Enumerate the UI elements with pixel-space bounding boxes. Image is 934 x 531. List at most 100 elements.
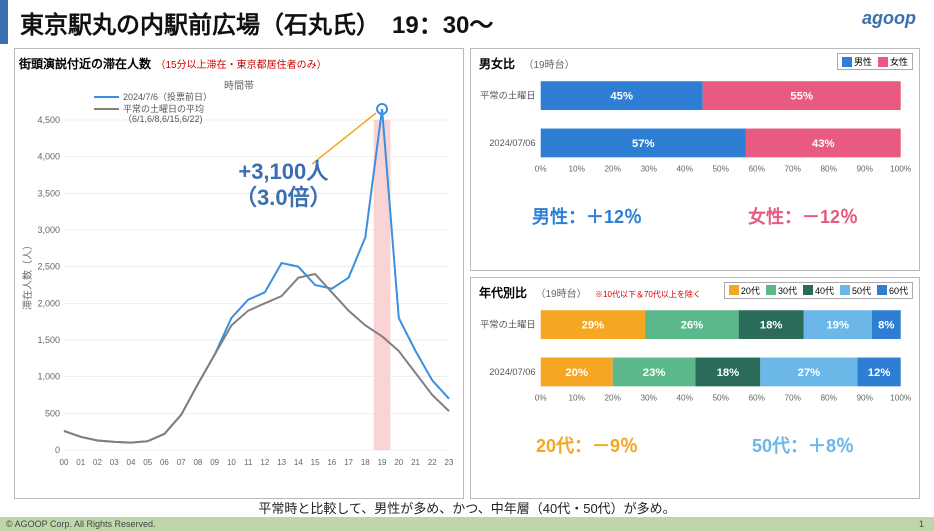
svg-text:30%: 30% [640,165,657,174]
svg-text:平常の土曜日: 平常の土曜日 [480,90,536,101]
gender-panel: 男女比 （19時台） 男性女性 平常の土曜日 45% 55% 2024/07/06 57… [470,48,920,271]
svg-text:19: 19 [378,458,387,467]
svg-text:18: 18 [361,458,370,467]
svg-text:20%: 20% [604,393,621,402]
svg-text:50%: 50% [712,165,729,174]
age-panel: 年代別比 （19時台） ※10代以下＆70代以上を除く 20代30代40代50代… [470,277,920,500]
svg-text:2024/7/6（投票前日）: 2024/7/6（投票前日） [123,91,212,102]
svg-text:60%: 60% [748,165,765,174]
svg-text:60%: 60% [748,393,765,402]
svg-text:14: 14 [294,458,303,467]
svg-text:70%: 70% [784,165,801,174]
svg-text:100%: 100% [890,393,911,402]
svg-text:06: 06 [160,458,169,467]
svg-text:平常の土曜日: 平常の土曜日 [480,318,536,329]
svg-text:04: 04 [127,458,136,467]
svg-text:57%: 57% [632,138,655,150]
footer: © AGOOP Corp. All Rights Reserved. 1 [0,517,934,531]
svg-text:15: 15 [311,458,320,467]
line-chart-panel: 街頭演説付近の滞在人数 （15分以上滞在・東京都居住者のみ） 05 00 1,000… [14,48,464,499]
svg-text:70%: 70% [784,393,801,402]
svg-text:4,000: 4,000 [37,152,60,162]
svg-text:20%: 20% [604,165,621,174]
svg-text:80%: 80% [820,165,837,174]
gender-title: 男女比 [479,57,515,71]
age-note: ※10代以下＆70代以上を除く [595,290,701,299]
age-summary: 20代：－9％50代：＋8％ [479,432,911,458]
svg-text:08: 08 [193,458,202,467]
svg-text:平常の土曜日の平均: 平常の土曜日の平均 [123,103,204,114]
svg-text:13: 13 [277,458,286,467]
svg-text:50%: 50% [712,393,729,402]
svg-text:27%: 27% [798,367,821,379]
svg-text:55%: 55% [790,91,813,103]
svg-text:43%: 43% [812,138,835,150]
svg-text:11: 11 [244,458,253,467]
svg-text:00: 00 [60,458,69,467]
svg-text:12%: 12% [868,367,891,379]
main-content: 街頭演説付近の滞在人数 （15分以上滞在・東京都居住者のみ） 05 00 1,000… [14,48,920,499]
svg-text:（6/1,6/8,6/15,6/22): （6/1,6/8,6/15,6/22) [123,114,203,124]
svg-text:4,500: 4,500 [37,115,60,125]
svg-text:02: 02 [93,458,102,467]
svg-text:100%: 100% [890,165,911,174]
svg-text:3,500: 3,500 [37,188,60,198]
svg-text:0%: 0% [535,165,548,174]
gender-legend: 男性女性 [837,53,913,70]
caption: 平常時と比較して、男性が多め、かつ、中年層（40代・50代）が多め。 [0,498,934,517]
svg-text:07: 07 [177,458,186,467]
page-number: 1 [919,519,924,529]
svg-text:滞在人数（人）: 滞在人数（人） [21,240,34,310]
svg-text:05: 05 [143,458,152,467]
svg-text:20: 20 [394,458,403,467]
gender-sub: （19時台） [523,60,574,71]
age-sub: （19時台） [535,289,586,300]
copyright: © AGOOP Corp. All Rights Reserved. [6,519,156,529]
svg-text:29%: 29% [582,319,605,331]
gender-summary: 男性：＋12％女性：－12％ [479,203,911,229]
svg-text:40%: 40% [676,165,693,174]
line-chart-svg: 05 00 1,000 1,500 2,000 2,500 3,000 3,500 4,000 4… [19,75,459,475]
svg-text:03: 03 [110,458,119,467]
svg-text:1,500: 1,500 [37,335,60,345]
svg-text:23%: 23% [643,367,666,379]
age-chart-svg: 平常の土曜日29%26%18%19%8%2024/07/0620%23%18%2… [479,302,911,425]
svg-text:45%: 45% [610,91,633,103]
svg-text:80%: 80% [820,393,837,402]
page-title: 東京駅丸の内駅前広場（石丸氏） 19：30～ [20,5,493,40]
age-title: 年代別比 [479,286,527,300]
line-chart-subtitle: （15分以上滞在・東京都居住者のみ） [155,60,326,71]
svg-text:12: 12 [260,458,269,467]
svg-text:23: 23 [445,458,454,467]
svg-text:18%: 18% [717,367,740,379]
svg-text:01: 01 [76,458,85,467]
svg-text:30%: 30% [640,393,657,402]
svg-text:17: 17 [344,458,353,467]
svg-text:19%: 19% [826,319,849,331]
svg-text:0%: 0% [535,393,548,402]
page-header: 東京駅丸の内駅前広場（石丸氏） 19：30～ [0,0,934,44]
svg-text:90%: 90% [856,165,873,174]
svg-text:2024/07/06: 2024/07/06 [489,138,535,148]
svg-text:10%: 10% [568,165,585,174]
svg-text:26%: 26% [681,319,704,331]
svg-text:21: 21 [411,458,420,467]
line-chart-title: 街頭演説付近の滞在人数 [19,57,151,71]
svg-text:16: 16 [327,458,336,467]
svg-text:500: 500 [45,408,60,418]
svg-text:09: 09 [210,458,219,467]
svg-text:時間帯: 時間帯 [224,79,254,92]
svg-text:22: 22 [428,458,437,467]
age-legend: 20代30代40代50代60代 [724,282,913,299]
svg-text:1,000: 1,000 [37,372,60,382]
svg-text:3,000: 3,000 [37,225,60,235]
logo: agoop [862,8,916,29]
svg-text:8%: 8% [878,319,894,331]
svg-text:10: 10 [227,458,236,467]
svg-text:2,000: 2,000 [37,298,60,308]
svg-text:2,500: 2,500 [37,262,60,272]
svg-text:40%: 40% [676,393,693,402]
svg-text:90%: 90% [856,393,873,402]
svg-text:20%: 20% [565,367,588,379]
svg-text:2024/07/06: 2024/07/06 [489,367,535,377]
